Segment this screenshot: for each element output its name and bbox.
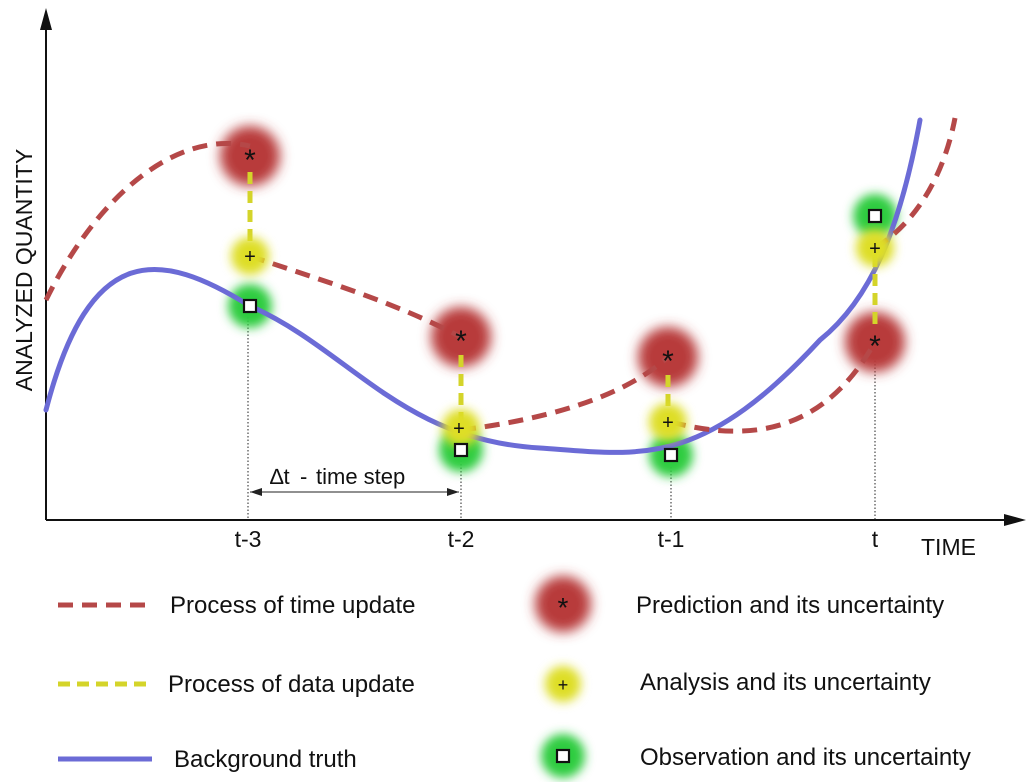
tick-label-t-2: t-2 — [448, 526, 475, 552]
prediction-symbols: * * * * — [244, 144, 881, 378]
prediction-symbol-t-2: * — [455, 325, 467, 358]
time-step-annotation: ∆t - time step — [250, 464, 459, 496]
legend-time-update-label: Process of time update — [170, 592, 415, 619]
time-step-delta: ∆t — [270, 464, 290, 489]
analysis-symbol-t-3: + — [244, 246, 256, 268]
legend-prediction-label: Prediction and its uncertainty — [636, 592, 944, 619]
tick-labels: t-3 t-2 t-1 t — [235, 526, 879, 552]
prediction-symbol-t-1: * — [662, 345, 674, 378]
time-update-segment-4 — [873, 117, 958, 251]
time-step-arrow-left-icon — [250, 488, 262, 496]
analysis-symbol-t: + — [869, 238, 881, 260]
tick-label-t-3: t-3 — [235, 526, 262, 552]
observation-square-t-1 — [663, 447, 679, 463]
background-truth-curve — [43, 117, 923, 455]
prediction-blob-t-3 — [220, 126, 280, 186]
tick-label-t: t — [872, 526, 879, 552]
legend-truth-label: Background truth — [174, 746, 357, 773]
analysis-blob-t — [856, 229, 894, 267]
observation-square-t-3 — [242, 298, 258, 314]
observation-square-t — [867, 208, 883, 224]
legend-prediction-symbol: * — [558, 592, 569, 623]
analysis-symbols: + + + + — [244, 238, 881, 440]
y-axis-label: ANALYZED QUANTITY — [11, 149, 37, 391]
legend: Process of time update Process of data u… — [58, 576, 971, 778]
legend-analysis-label: Analysis and its uncertainty — [640, 669, 931, 696]
x-axis-label: TIME — [921, 534, 976, 560]
legend-data-update-label: Process of data update — [168, 671, 415, 698]
analysis-blob-t-3 — [231, 237, 269, 275]
axes: ANALYZED QUANTITY TIME — [11, 8, 1026, 560]
time-step-label: time step — [316, 464, 405, 489]
legend-observation-label: Observation and its uncertainty — [640, 744, 971, 771]
tick-label-t-1: t-1 — [658, 526, 685, 552]
observation-square-t-2 — [453, 442, 469, 458]
time-update-segment-3 — [670, 340, 878, 434]
observation-squares — [242, 208, 883, 463]
analysis-blob-t-1 — [649, 403, 687, 441]
time-step-arrow-right-icon — [447, 488, 459, 496]
legend-analysis-symbol: + — [558, 675, 569, 695]
analysis-blob-t-2 — [442, 409, 480, 447]
observation-blobs — [228, 194, 897, 477]
data-update-lines — [247, 172, 878, 425]
legend-prediction-blob — [535, 576, 591, 632]
time-update-lines — [43, 117, 958, 434]
analysis-symbol-t-2: + — [453, 418, 465, 440]
prediction-symbol-t: * — [869, 330, 881, 363]
prediction-symbol-t-3: * — [244, 144, 256, 177]
legend-analysis-blob — [545, 666, 581, 702]
analysis-symbol-t-1: + — [662, 412, 674, 434]
time-update-segment-1 — [249, 253, 463, 340]
time-update-segment-2 — [460, 355, 670, 433]
legend-observation-square — [555, 748, 571, 764]
y-axis-arrow-icon — [40, 8, 52, 30]
time-step-dash: - — [300, 464, 307, 489]
x-axis-arrow-icon — [1004, 514, 1026, 526]
prediction-blob-t — [845, 312, 905, 372]
time-update-segment-0 — [43, 140, 251, 302]
analysis-blobs — [231, 229, 894, 447]
